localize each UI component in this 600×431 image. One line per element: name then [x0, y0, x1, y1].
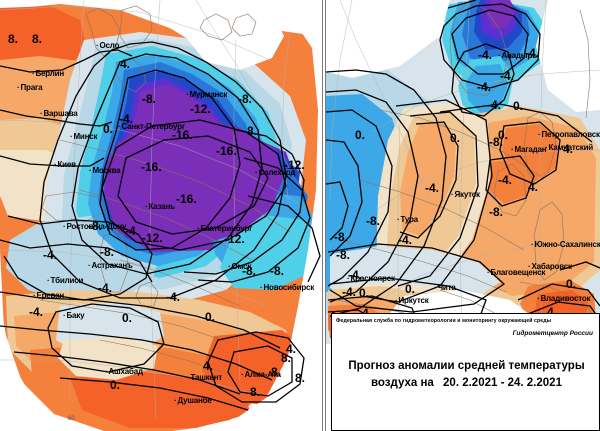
fill-cyan-east: [220, 214, 322, 290]
legend-title-line2: воздуха на 20. 2.2021 - 24. 2.2021: [332, 375, 599, 392]
fill-pale-tan-aral: [58, 336, 158, 380]
legend-title-line1: Прогноз аномалии средней температуры: [348, 360, 585, 372]
legend-title: Прогноз аномалии средней температуры воз…: [332, 358, 599, 392]
legend-center-text: Гидрометцентр России: [512, 330, 593, 337]
fill-anadyr-purple: [486, 0, 514, 28]
legend-box: Федеральная служба по гидрометеорологии …: [331, 313, 600, 431]
fill-right-orange-fe2: [488, 158, 532, 204]
fill-right-white-ne: [536, 0, 600, 112]
fill-right-white-top: [326, 0, 450, 78]
mask-outside-land: [0, 0, 322, 431]
panel-divider: [322, 0, 326, 431]
fill-purple-inner: [114, 132, 268, 232]
fill-orange-red-south: [70, 372, 250, 428]
legend-agency-text: Федеральная служба по гидрометеорологии …: [336, 318, 552, 324]
coastlines-and-borders: [39, 0, 597, 375]
contour-lines: [0, 0, 600, 411]
left-panel-fills: [0, 0, 322, 431]
legend-date-range: 20. 2.2021 - 24. 2.2021: [443, 377, 562, 389]
fill-anadyr-tail2: [466, 64, 508, 114]
fill-orange-red-nw: [0, 6, 86, 72]
fill-right-light-orange-center: [400, 122, 456, 236]
legend-title-line2-text: воздуха на: [371, 377, 434, 389]
